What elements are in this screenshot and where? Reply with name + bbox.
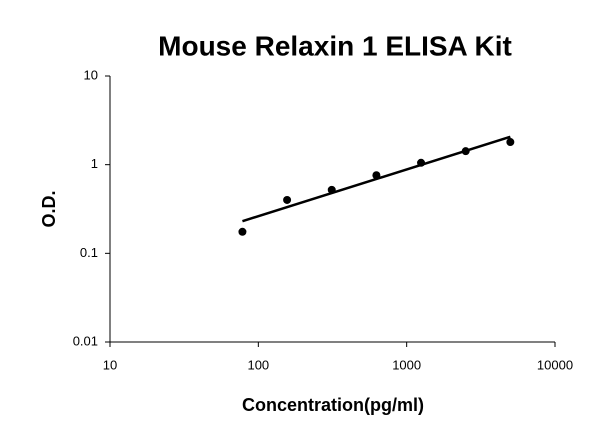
data-point (461, 147, 470, 156)
chart-title: Mouse Relaxin 1 ELISA Kit (158, 30, 512, 61)
x-tick-label: 100 (247, 357, 269, 372)
data-point (327, 185, 336, 194)
data-point (238, 227, 247, 236)
y-axis-label: O.D. (39, 190, 59, 227)
data-point (417, 158, 426, 167)
data-point (283, 195, 292, 204)
y-tick-label: 0.1 (80, 245, 98, 260)
x-tick-label: 1000 (392, 357, 421, 372)
y-tick-label: 1 (91, 156, 98, 171)
x-axis-label: Concentration(pg/ml) (242, 395, 424, 415)
data-point (372, 171, 381, 180)
y-tick-label: 0.01 (73, 333, 98, 348)
x-tick-label: 10000 (537, 357, 573, 372)
y-tick-label: 10 (84, 67, 98, 82)
data-point (506, 138, 515, 147)
x-tick-label: 10 (103, 357, 117, 372)
